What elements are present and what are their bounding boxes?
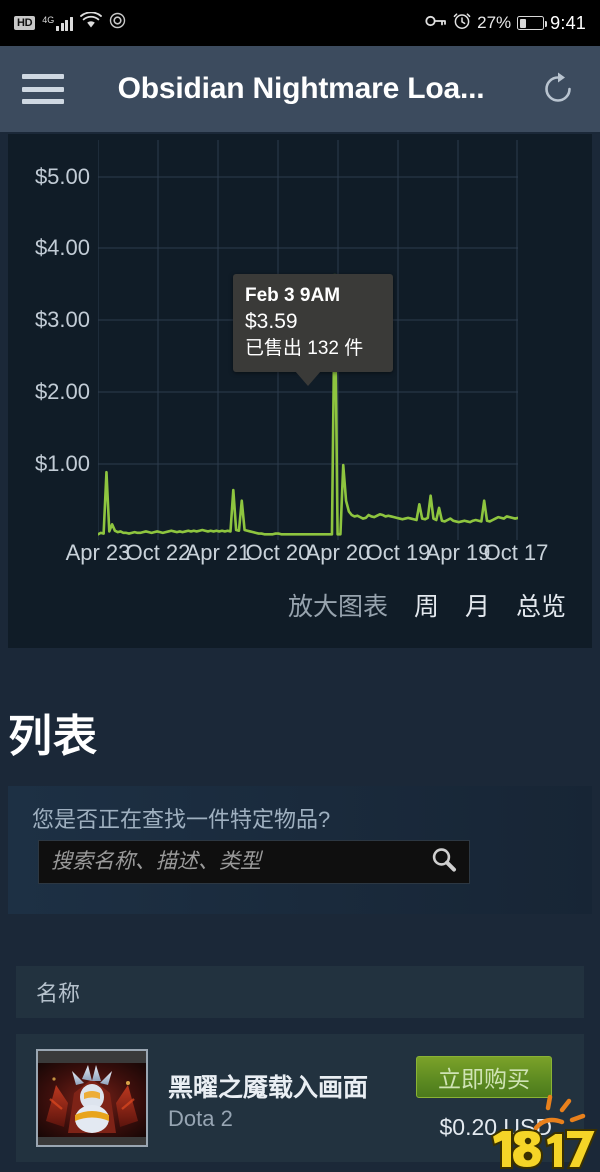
x-tick-7: Apr 19 (425, 540, 491, 565)
alarm-clock-icon (453, 12, 471, 35)
item-thumbnail-image (38, 1063, 146, 1137)
app-bar: Obsidian Nightmare Loa... (0, 46, 600, 132)
chart-plot-area[interactable] (98, 140, 518, 540)
y-tick-5: $5.00 (34, 164, 90, 189)
tooltip-date: Feb 3 9AM (245, 285, 341, 306)
item-name[interactable]: 黑曜之魇载入画面 (168, 1074, 369, 1102)
chart-option-zoom[interactable]: 放大图表 (287, 593, 388, 621)
status-bar-right: 27% 9:41 (425, 12, 586, 35)
watermark-logo (478, 1092, 600, 1172)
listings-search-panel: 您是否正在查找一件特定物品? (8, 786, 592, 914)
status-bar-left: HD 4G (14, 11, 126, 34)
battery-icon (517, 16, 548, 30)
listings-table-header: 名称 (16, 966, 584, 1018)
search-input[interactable] (51, 850, 429, 874)
chart-svg (98, 140, 518, 540)
chart-option-overview[interactable]: 总览 (515, 593, 566, 621)
tooltip-arrow (295, 371, 321, 386)
clock-time: 9:41 (550, 12, 586, 33)
battery-percent: 27% (477, 13, 512, 32)
listings-heading: 列表 (8, 712, 98, 761)
location-icon (109, 12, 126, 34)
y-tick-3: $3.00 (34, 307, 90, 332)
chart-y-axis: $5.00 $4.00 $3.00 $2.00 $1.00 (8, 134, 98, 564)
table-row[interactable]: 黑曜之魇载入画面 Dota 2 立即购买 $0.20 USD (16, 1034, 584, 1162)
chart-tooltip: Feb 3 9AM $3.59 已售出 132 件 (233, 274, 393, 386)
tooltip-sold: 已售出 132 件 (245, 338, 364, 359)
signal-bars-icon: 4G (42, 15, 73, 31)
chart-options: 放大图表 周 月 总览 (8, 580, 592, 630)
chart-option-month[interactable]: 月 (464, 593, 490, 621)
x-tick-8: Oct 17 (483, 540, 549, 565)
hd-badge: HD (14, 16, 36, 30)
item-thumbnail[interactable] (36, 1049, 148, 1147)
search-icon[interactable] (429, 845, 459, 880)
x-tick-6: Oct 19 (365, 540, 431, 565)
hamburger-menu-icon[interactable] (22, 74, 64, 104)
status-bar: HD 4G (0, 0, 600, 46)
price-chart-panel: $5.00 $4.00 $3.00 $2.00 $1.00 (8, 134, 592, 648)
x-tick-4: Oct 20 (245, 540, 311, 565)
wifi-icon (79, 11, 102, 34)
x-tick-1: Apr 23 (65, 540, 131, 565)
search-prompt-label: 您是否正在查找一件特定物品? (32, 807, 331, 832)
item-game: Dota 2 (168, 1106, 233, 1131)
chart-x-axis: Apr 23 Oct 22 Apr 21 Oct 20 Apr 20 Oct 1… (8, 540, 592, 580)
chart-option-week[interactable]: 周 (413, 593, 439, 621)
buy-now-label: 立即购买 (438, 1066, 530, 1092)
y-tick-1: $1.00 (34, 451, 90, 476)
chart-line-series (98, 282, 518, 536)
search-box[interactable] (38, 840, 470, 884)
x-tick-5: Apr 20 (305, 540, 371, 565)
x-tick-3: Apr 21 (185, 540, 251, 565)
page-title: Obsidian Nightmare Loa... (117, 72, 485, 105)
y-tick-4: $4.00 (34, 235, 90, 260)
column-header-name: 名称 (36, 981, 81, 1006)
buy-now-button[interactable]: 立即购买 (416, 1056, 552, 1098)
tooltip-price: $3.59 (245, 310, 298, 333)
refresh-icon[interactable] (538, 69, 578, 109)
vpn-key-icon (425, 14, 447, 33)
x-tick-2: Oct 22 (125, 540, 191, 565)
y-tick-2: $2.00 (34, 379, 90, 404)
